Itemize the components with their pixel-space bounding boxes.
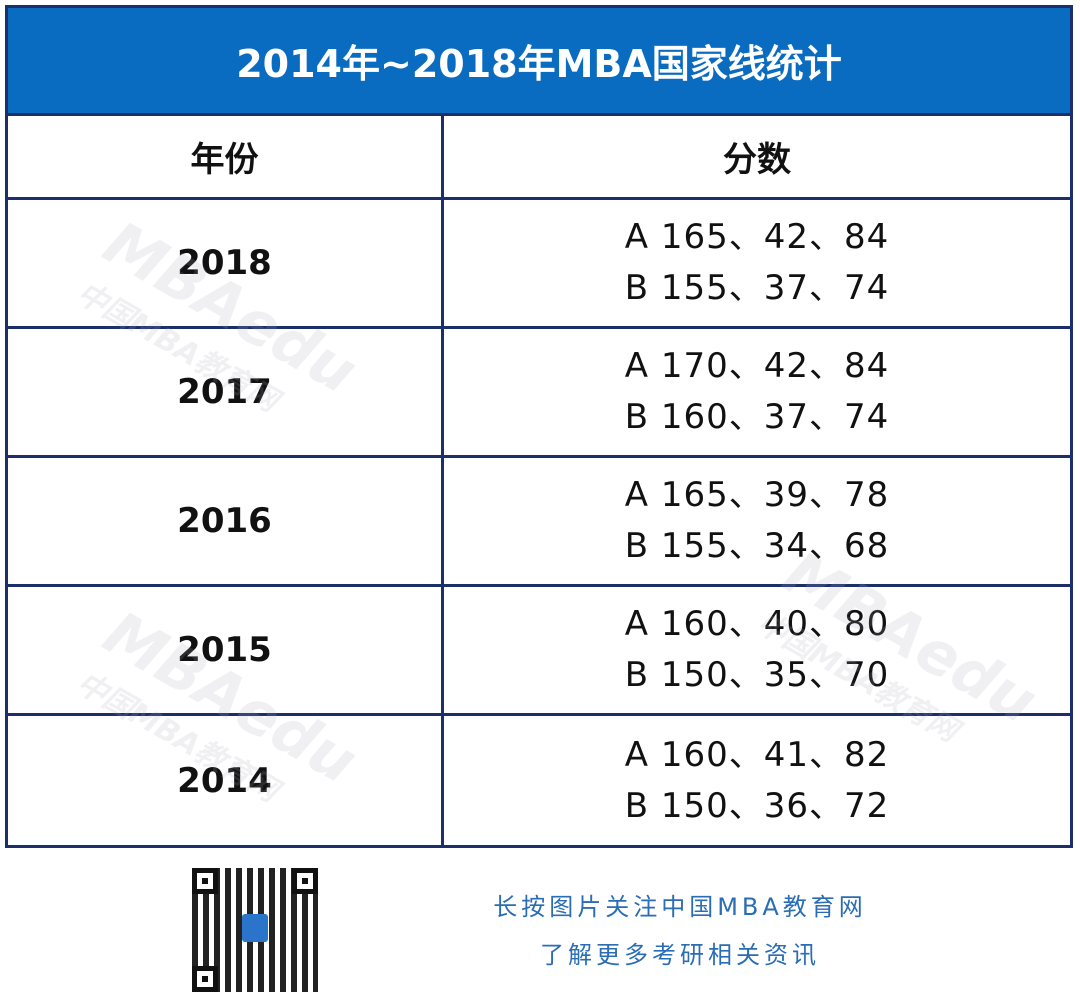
score-b: B 160、37、74 bbox=[624, 397, 890, 437]
score-a: A 170、42、84 bbox=[624, 346, 890, 386]
score-a: A 160、41、82 bbox=[624, 734, 890, 775]
score-cell: A 165、42、84 B 155、37、74 bbox=[444, 200, 1070, 326]
score-cell: A 170、42、84 B 160、37、74 bbox=[444, 329, 1070, 455]
score-cell: A 160、40、80 B 150、35、70 bbox=[444, 587, 1070, 713]
score-a: A 160、40、80 bbox=[624, 604, 890, 644]
score-cell: A 165、39、78 B 155、34、68 bbox=[444, 458, 1070, 584]
score-b: B 150、35、70 bbox=[624, 655, 890, 695]
qr-finder-icon bbox=[192, 966, 218, 992]
score-cell: A 160、41、82 B 150、36、72 bbox=[444, 716, 1070, 845]
header-score: 分数 bbox=[723, 140, 791, 180]
table-row: 2015 A 160、40、80 B 150、35、70 bbox=[8, 587, 1070, 716]
score-a: A 165、42、84 bbox=[624, 217, 890, 257]
logo-icon bbox=[242, 914, 268, 942]
year-cell: 2018 bbox=[8, 200, 444, 326]
footer-line-1: 长按图片关注中国MBA教育网 bbox=[493, 893, 867, 921]
table-row: 2017 A 170、42、84 B 160、37、74 bbox=[8, 329, 1070, 458]
qr-finder-icon bbox=[192, 868, 218, 894]
table-row: 2018 A 165、42、84 B 155、37、74 bbox=[8, 200, 1070, 329]
header-row: 年份 分数 bbox=[8, 116, 1070, 200]
score-b: B 155、34、68 bbox=[624, 526, 890, 566]
year-cell: 2017 bbox=[8, 329, 444, 455]
year-cell: 2016 bbox=[8, 458, 444, 584]
qr-finder-icon bbox=[292, 868, 318, 894]
header-year: 年份 bbox=[8, 116, 444, 197]
table-row: 2014 A 160、41、82 B 150、36、72 bbox=[8, 716, 1070, 845]
qr-code[interactable] bbox=[192, 868, 318, 992]
score-b: B 155、37、74 bbox=[624, 268, 890, 308]
year-cell: 2014 bbox=[8, 716, 444, 845]
year-cell: 2015 bbox=[8, 587, 444, 713]
score-a: A 165、39、78 bbox=[624, 475, 890, 515]
score-b: B 150、36、72 bbox=[624, 785, 890, 826]
score-table: 2014年~2018年MBA国家线统计 年份 分数 2018 A 165、42、… bbox=[5, 5, 1073, 848]
table-title: 2014年~2018年MBA国家线统计 bbox=[8, 8, 1070, 116]
footer-line-2: 了解更多考研相关资讯 bbox=[540, 941, 820, 969]
table-row: 2016 A 165、39、78 B 155、34、68 bbox=[8, 458, 1070, 587]
